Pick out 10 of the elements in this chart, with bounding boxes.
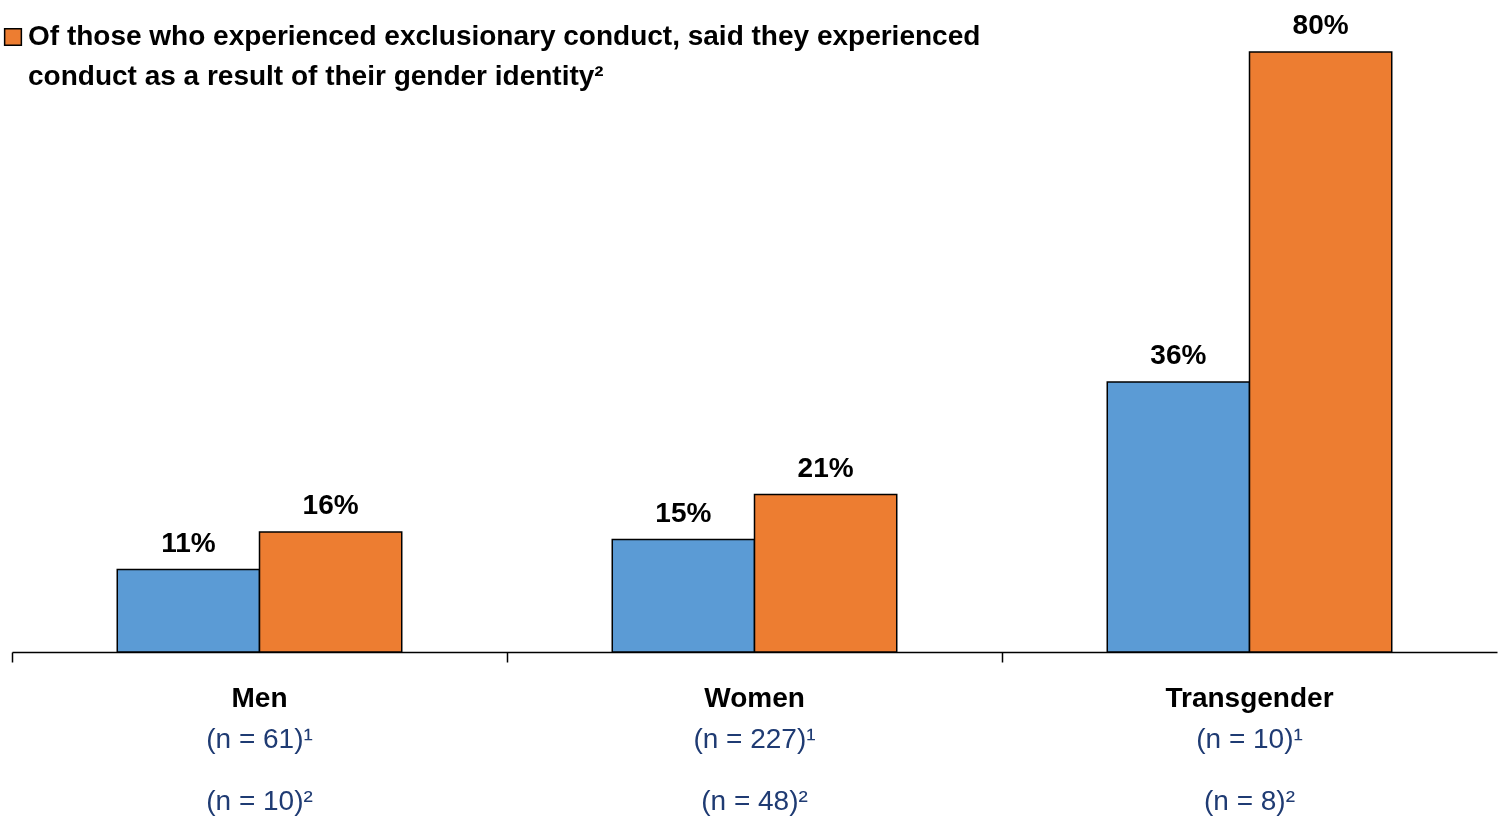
data-label: 80%: [1292, 9, 1349, 40]
data-label: 21%: [797, 451, 854, 483]
data-label: 11%: [161, 526, 216, 558]
category-label: Transgender (n = 10)¹ (n = 8)²: [1165, 681, 1334, 816]
data-label: 16%: [302, 489, 359, 520]
legend-label: Of those who experienced exclusionary conduct, said they experienced conduct as a result of their gender identity²: [28, 20, 981, 91]
data-label: 36%: [1150, 339, 1207, 370]
category-label: Women (n = 227)¹ (n = 48)²: [693, 681, 816, 816]
category-label: Men (n = 61)¹ (n = 10)²: [206, 681, 313, 816]
data-label: 15%: [655, 496, 712, 528]
